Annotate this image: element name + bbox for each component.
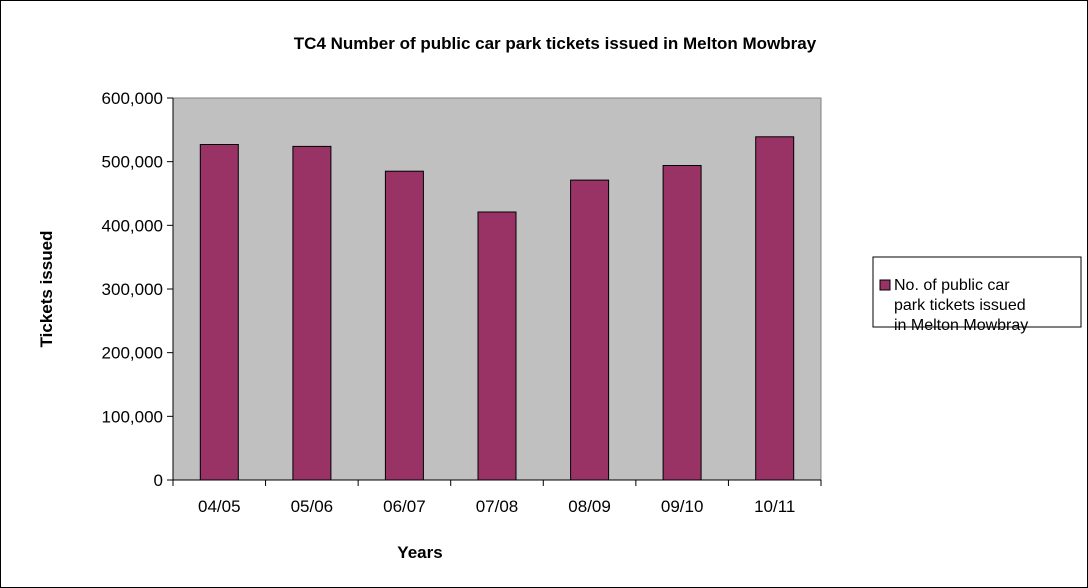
y-tick-label: 200,000 xyxy=(102,344,163,363)
bars-group xyxy=(199,136,795,481)
y-tick-label: 400,000 xyxy=(102,216,163,235)
y-tick-label: 300,000 xyxy=(102,280,163,299)
bar-07-08 xyxy=(477,211,517,481)
bar-06-07 xyxy=(384,170,424,481)
bar-10-11 xyxy=(755,136,795,481)
x-axis-label: Years xyxy=(397,543,442,562)
legend-box xyxy=(872,256,1082,328)
bar-09-10 xyxy=(662,165,702,481)
x-tick-label: 06/07 xyxy=(383,497,426,516)
y-tick-label: 100,000 xyxy=(102,407,163,426)
legend-line-1: No. of public car xyxy=(894,277,1010,294)
x-ticks-group: 04/05 05/06 06/07 07/08 08/09 09/10 10/11 xyxy=(172,480,822,516)
chart-title: TC4 Number of public car park tickets is… xyxy=(294,34,817,53)
x-tick-label: 08/09 xyxy=(568,497,611,516)
y-axis-label: Tickets issued xyxy=(37,231,56,348)
x-tick-label: 09/10 xyxy=(661,497,704,516)
x-tick-label: 05/06 xyxy=(291,497,334,516)
y-ticks-group: 0 100,000 200,000 300,000 400,000 500,000 600,… xyxy=(102,89,173,490)
bar-05-06 xyxy=(292,145,332,481)
legend-swatch xyxy=(879,279,891,291)
legend-line-3: in Melton Mowbray xyxy=(894,317,1028,334)
bar-04-05 xyxy=(199,144,239,481)
legend-line-2: park tickets issued xyxy=(894,297,1026,314)
x-tick-label: 10/11 xyxy=(754,497,795,516)
x-tick-label: 04/05 xyxy=(198,497,241,516)
y-tick-label: 0 xyxy=(154,471,163,490)
y-tick-label: 500,000 xyxy=(102,153,163,172)
y-tick-label: 600,000 xyxy=(102,89,163,108)
bar-08-09 xyxy=(570,179,610,481)
x-tick-label: 07/08 xyxy=(476,497,519,516)
